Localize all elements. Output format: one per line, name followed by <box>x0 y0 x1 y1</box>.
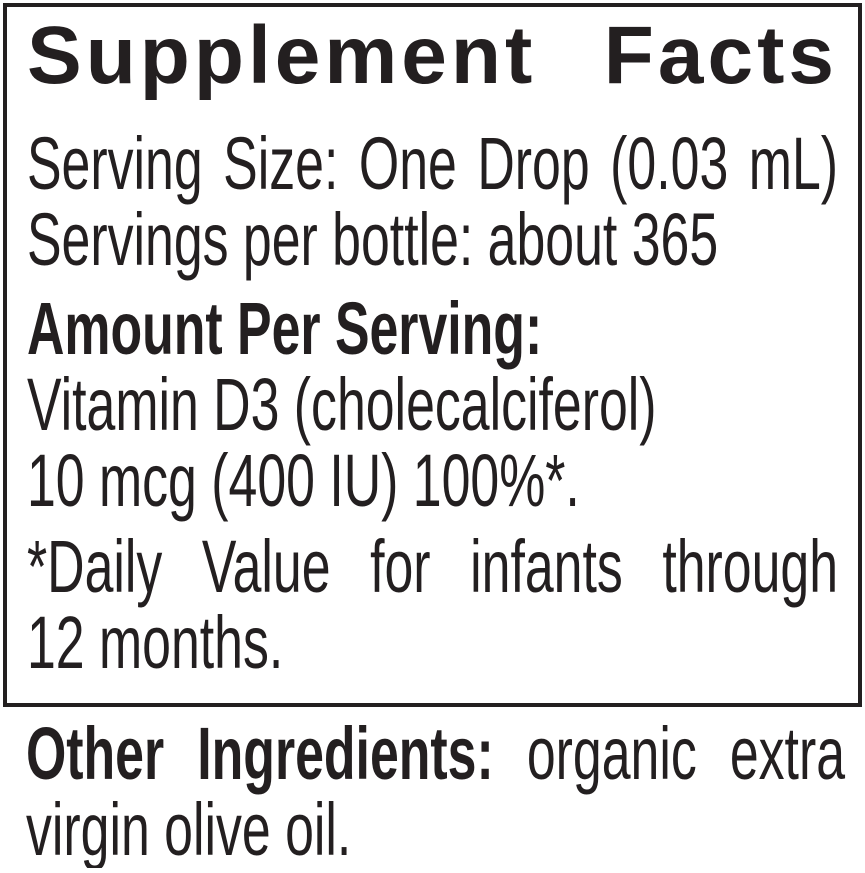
nutrient-amount-line: 10 mcg (400 IU) 100%*. <box>27 439 580 522</box>
daily-value-footnote-line1: *Daily Value for infants through <box>27 525 839 608</box>
other-ingredients-section: Other Ingredients: organic extra virgin … <box>0 707 865 868</box>
other-ingredients-label: Other Ingredients: <box>26 712 494 795</box>
other-ingredients-text-line2: virgin olive oil. <box>26 788 352 868</box>
servings-per-bottle-line: Servings per bottle: about 365 <box>27 198 719 281</box>
other-ingredients-text-line1: organic extra <box>526 712 846 795</box>
other-ingredients-line1: Other Ingredients: organic extra <box>26 716 845 792</box>
amount-per-serving-heading: Amount Per Serving: <box>27 287 543 370</box>
serving-info-block: Serving Size: One Drop (0.03 mL) Serving… <box>27 126 838 278</box>
serving-size-line: Serving Size: One Drop (0.03 mL) <box>27 122 839 205</box>
nutrient-name-line: Vitamin D3 (cholecalciferol) <box>27 363 657 446</box>
supplement-facts-panel: Supplement Facts Serving Size: One Drop … <box>3 3 862 707</box>
daily-value-footnote-block: *Daily Value for infants through 12 mont… <box>27 529 838 681</box>
daily-value-footnote-line2: 12 months. <box>27 601 284 684</box>
amount-per-serving-block: Amount Per Serving: Vitamin D3 (cholecal… <box>27 291 838 519</box>
other-ingredients-block: Other Ingredients: organic extra virgin … <box>26 716 845 868</box>
panel-title: Supplement Facts <box>27 10 838 101</box>
